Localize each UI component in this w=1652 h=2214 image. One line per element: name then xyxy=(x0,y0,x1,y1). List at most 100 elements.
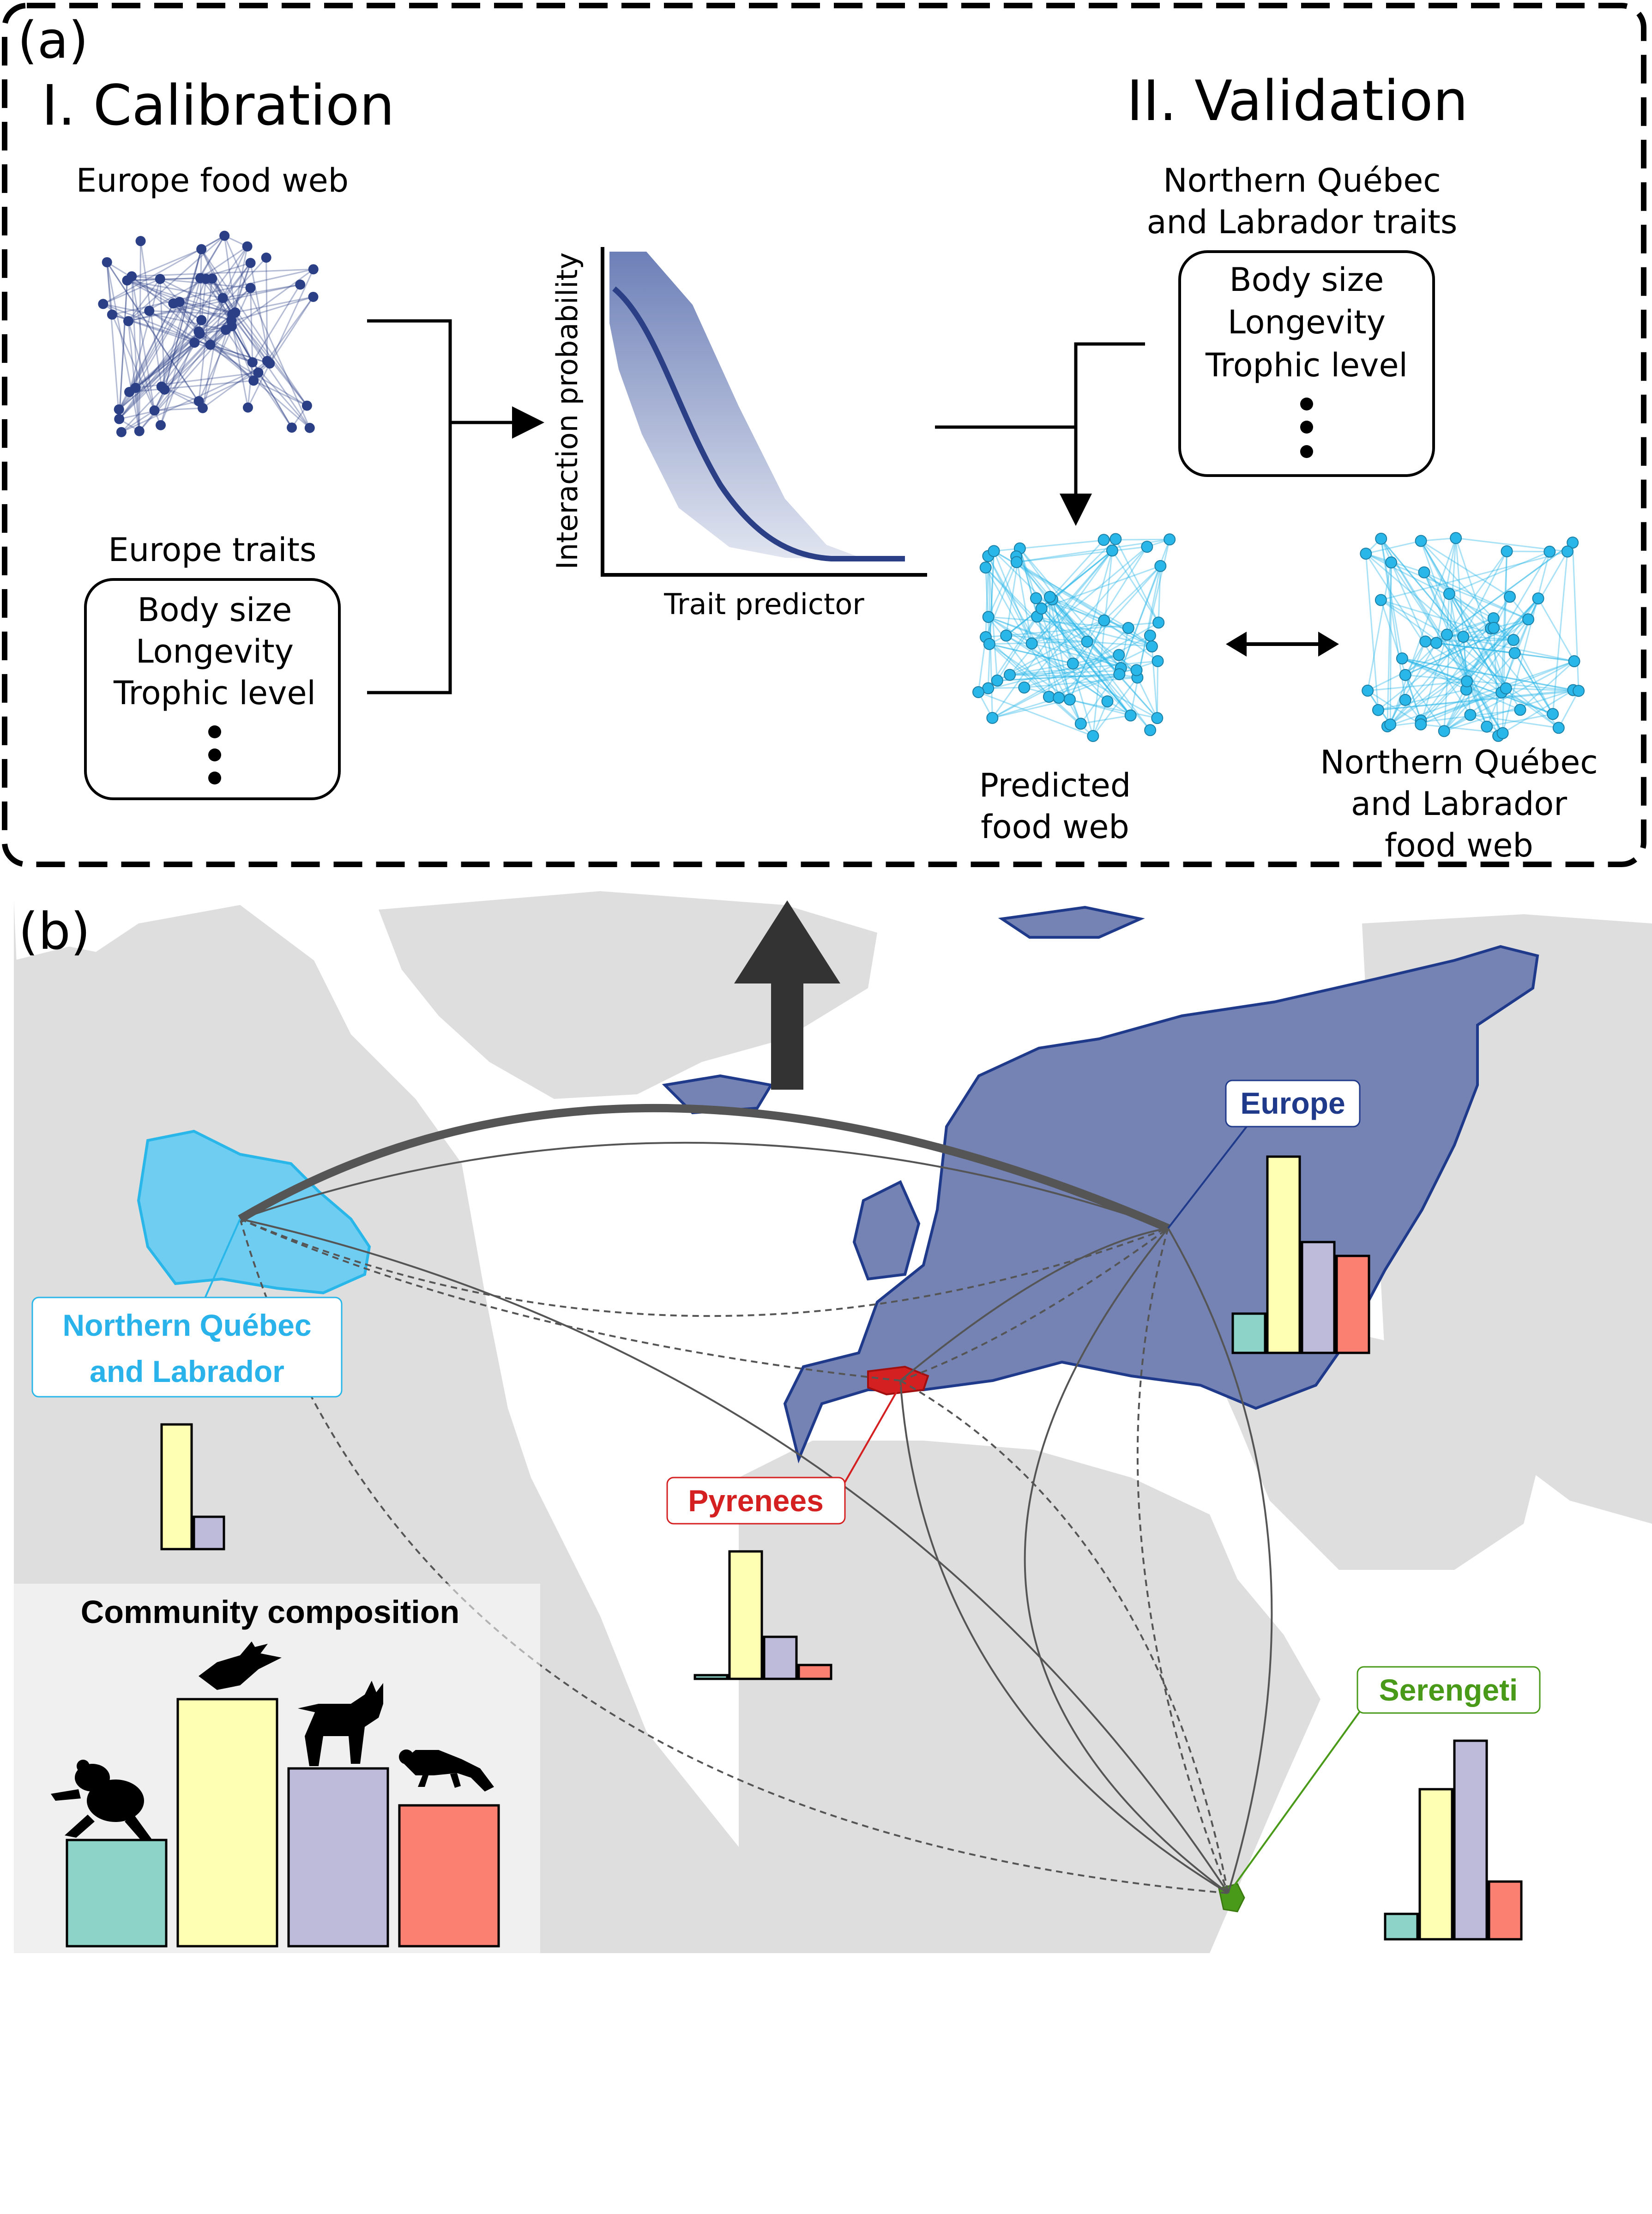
web-link xyxy=(989,643,1070,700)
web-node xyxy=(1144,629,1156,642)
nq-trait-longevity: Longevity xyxy=(1228,303,1386,341)
web-node xyxy=(1561,545,1574,558)
web-node xyxy=(198,403,208,413)
web-node xyxy=(991,674,1003,687)
panel-b-label: (b) xyxy=(18,902,90,961)
web-link xyxy=(139,241,142,431)
web-link xyxy=(978,691,1093,737)
web-link xyxy=(1446,594,1450,635)
web-link xyxy=(1420,634,1448,725)
web-link xyxy=(1443,551,1550,732)
web-link xyxy=(127,321,140,431)
web-link xyxy=(1501,692,1553,715)
web-node xyxy=(262,356,272,366)
web-link xyxy=(1051,599,1074,664)
nq-web-label-line1: Northern Québec xyxy=(1320,743,1598,781)
web-link xyxy=(1420,540,1507,689)
web-link xyxy=(135,342,195,389)
plot-uncertainty-band xyxy=(609,252,905,561)
plot-y-label: Interaction probability xyxy=(550,253,584,570)
web-link xyxy=(1389,537,1457,725)
web-link xyxy=(1019,548,1037,599)
arc-pyrenees-europe-solid xyxy=(899,1227,1169,1381)
web-node xyxy=(1144,724,1157,736)
web-link xyxy=(1024,546,1148,688)
web-link xyxy=(1036,616,1082,724)
web-node xyxy=(149,405,160,416)
web-link xyxy=(1009,654,1119,676)
web-link xyxy=(1502,551,1550,734)
web-link xyxy=(1466,627,1495,682)
web-link xyxy=(1006,550,1113,636)
web-link xyxy=(1015,556,1033,644)
web-link xyxy=(210,344,270,364)
europe-trait-longevity: Longevity xyxy=(136,633,294,670)
web-link xyxy=(149,310,307,406)
pyrenees-bar-mammals xyxy=(763,1635,798,1680)
web-node xyxy=(242,402,253,413)
web-link xyxy=(1420,688,1507,721)
web-node xyxy=(1109,533,1122,545)
web-link xyxy=(1009,550,1113,676)
web-link xyxy=(1435,542,1574,644)
europe-bars xyxy=(1231,1155,1370,1354)
web-node xyxy=(196,315,207,326)
web-node xyxy=(983,638,995,650)
web-link xyxy=(1367,562,1392,691)
web-link xyxy=(1103,565,1161,621)
pyrenees-callout-line xyxy=(844,1385,901,1483)
web-node xyxy=(308,291,319,302)
serengeti-bars xyxy=(1384,1739,1523,1941)
web-node xyxy=(1098,614,1110,627)
web-link xyxy=(1378,617,1494,711)
nq-traits-ellipsis xyxy=(1300,398,1313,458)
web-link xyxy=(1387,562,1392,727)
web-link xyxy=(118,235,225,410)
web-link xyxy=(112,268,314,315)
web-link xyxy=(1367,627,1494,692)
web-link xyxy=(989,641,1087,645)
web-link xyxy=(1423,572,1464,637)
web-link xyxy=(149,310,195,344)
web-link xyxy=(129,380,254,393)
web-node xyxy=(155,274,165,284)
web-link xyxy=(985,567,990,644)
web-link xyxy=(1365,553,1471,716)
web-node xyxy=(1081,635,1093,648)
web-link xyxy=(1448,593,1502,693)
web-link xyxy=(200,248,236,313)
web-link xyxy=(164,326,233,390)
europe-trait-trophic-level: Trophic level xyxy=(113,674,316,712)
arc-europe-serengeti-solid-2 xyxy=(1024,1227,1229,1894)
web-link xyxy=(154,407,203,411)
pyrenees-label-box xyxy=(666,1477,846,1525)
validation-connector xyxy=(935,342,1145,526)
web-node xyxy=(1043,591,1056,603)
web-link xyxy=(1381,599,1447,635)
web-link xyxy=(997,620,1105,682)
web-link xyxy=(1367,690,1422,725)
web-link xyxy=(247,363,271,408)
web-link xyxy=(1041,608,1131,716)
web-link xyxy=(1466,598,1539,682)
web-link xyxy=(198,372,259,402)
web-node xyxy=(1025,637,1038,650)
web-link xyxy=(1405,618,1529,676)
web-link xyxy=(987,555,1032,644)
europe-food-web xyxy=(98,230,319,437)
web-link xyxy=(1423,572,1529,620)
web-link xyxy=(1402,658,1574,691)
web-link xyxy=(135,314,233,389)
web-link xyxy=(1019,548,1038,617)
web-node xyxy=(1507,634,1519,646)
web-link xyxy=(1378,690,1579,711)
arc-quebec-serengeti-solid xyxy=(240,1218,1229,1894)
web-link xyxy=(1037,616,1088,642)
web-link xyxy=(985,567,1131,716)
web-link xyxy=(1420,540,1514,641)
legend-bar-birds xyxy=(176,1698,278,1948)
web-link xyxy=(1390,639,1514,725)
web-link xyxy=(1402,658,1467,690)
web-link xyxy=(1381,538,1507,689)
lynx-icon xyxy=(298,1681,383,1766)
